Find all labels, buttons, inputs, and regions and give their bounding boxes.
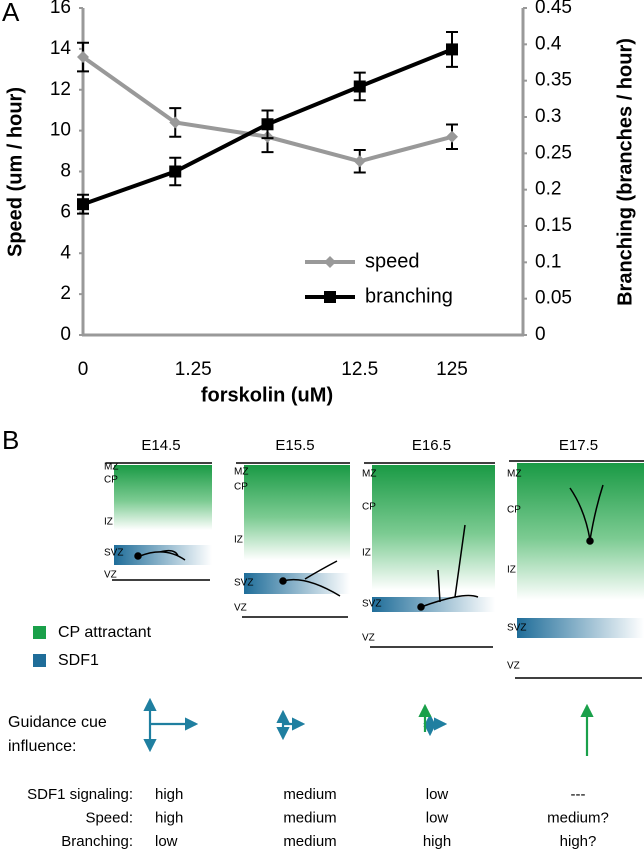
layer-label: IZ (507, 565, 516, 576)
marker (446, 130, 458, 143)
legend-label: SDF1 (58, 652, 99, 669)
sdf1-gradient (244, 573, 350, 594)
neurons (134, 484, 604, 611)
legend-label: CP attractant (58, 624, 152, 641)
x-tick-label: 12.5 (341, 359, 378, 380)
layer-label: VZ (104, 570, 117, 581)
axes (81, 8, 525, 337)
y-tick-label: 8 (60, 161, 71, 182)
marker (261, 118, 274, 131)
layer-label: MZ (104, 462, 118, 473)
marker (169, 165, 182, 178)
layer-label: SVZ (104, 548, 123, 559)
stage-label: E16.5 (412, 437, 451, 454)
layer-label: CP (362, 502, 376, 513)
layer-label: CP (234, 482, 248, 493)
cp-gradient (114, 465, 212, 530)
layer-label: SVZ (362, 599, 381, 610)
y-tick-label: 12 (50, 79, 71, 100)
layer-label: IZ (104, 517, 113, 528)
x-tick-label: 1.25 (175, 359, 212, 380)
x-tick-label: 0 (78, 359, 89, 380)
stage-label: E14.5 (141, 437, 180, 454)
layer-label: SVZ (234, 578, 253, 589)
marker (169, 116, 182, 129)
legend-label: branching (365, 285, 453, 307)
y2-tick-label: 0.35 (535, 70, 572, 91)
guidance-label: Guidance cue (8, 714, 107, 731)
cell: medium? (547, 809, 609, 826)
layer-label: VZ (234, 603, 247, 614)
row-label: Speed: (85, 809, 133, 826)
y2-tick-label: 0.45 (535, 0, 572, 18)
cell: low (426, 786, 449, 803)
y2-tick-label: 0.25 (535, 142, 572, 163)
y2-tick-label: 0.4 (535, 33, 562, 54)
layer-label: MZ (234, 467, 248, 478)
y2-tick-label: 0.05 (535, 288, 572, 309)
y2-tick-label: 0.3 (535, 106, 561, 127)
layer-label: IZ (362, 548, 371, 559)
layer-label: IZ (234, 535, 243, 546)
legend-marker (324, 291, 336, 303)
x-tick-label: 125 (436, 359, 468, 380)
layer-label: VZ (507, 661, 520, 672)
sdf1-gradient (517, 618, 644, 638)
marker (446, 43, 458, 56)
y-tick-label: 0 (60, 324, 71, 345)
y-tick-label: 10 (50, 120, 71, 141)
layer-label: CP (104, 475, 118, 486)
guidance-arrows (143, 697, 594, 756)
cp-gradient (517, 463, 644, 600)
legend-marker (324, 256, 336, 268)
y2-axis-title: Branching (branches / hour) (614, 38, 636, 306)
y-tick-label: 4 (60, 242, 71, 263)
cell: high (423, 833, 451, 850)
y-axis-title: Speed (um / hour) (4, 87, 26, 257)
layer-label: MZ (507, 469, 521, 480)
row-label: Branching: (61, 833, 133, 850)
cell: high (155, 809, 183, 826)
x-axis-title: forskolin (uM) (201, 384, 333, 406)
y-tick-label: 2 (60, 283, 71, 304)
marker (77, 51, 89, 64)
cp-gradient (244, 465, 350, 560)
panel-label: B (2, 425, 19, 455)
cell: --- (571, 786, 586, 803)
marker (353, 155, 366, 168)
layer-label: CP (507, 505, 521, 516)
cell: medium (283, 809, 336, 826)
layer-label: MZ (362, 469, 376, 480)
sdf1-gradient (114, 545, 212, 565)
legend-swatch (33, 626, 46, 639)
marker (353, 80, 366, 93)
cell: medium (283, 786, 336, 803)
cp-gradient (372, 465, 495, 590)
y2-tick-label: 0 (535, 324, 546, 345)
row-label: SDF1 signaling: (27, 786, 133, 803)
cell: low (155, 833, 178, 850)
layer-label: SVZ (507, 623, 526, 634)
cell: low (426, 809, 449, 826)
sdf1-gradient (372, 597, 495, 612)
legend-label: speed (365, 250, 420, 272)
stage-label: E17.5 (559, 437, 598, 454)
y-tick-label: 16 (50, 0, 71, 18)
cell: high (155, 786, 183, 803)
layer-label: VZ (362, 633, 375, 644)
y2-tick-label: 0.1 (535, 251, 561, 272)
y2-tick-label: 0.15 (535, 215, 572, 236)
legend-swatch (33, 654, 46, 667)
panel-label: A (2, 0, 20, 27)
y-tick-label: 14 (50, 38, 72, 59)
marker (77, 198, 89, 211)
cell: medium (283, 833, 336, 850)
cell: high? (560, 833, 597, 850)
y-tick-label: 6 (60, 201, 71, 222)
guidance-label: influence: (8, 738, 77, 755)
stage-label: E15.5 (275, 437, 314, 454)
y2-tick-label: 0.2 (535, 179, 561, 200)
